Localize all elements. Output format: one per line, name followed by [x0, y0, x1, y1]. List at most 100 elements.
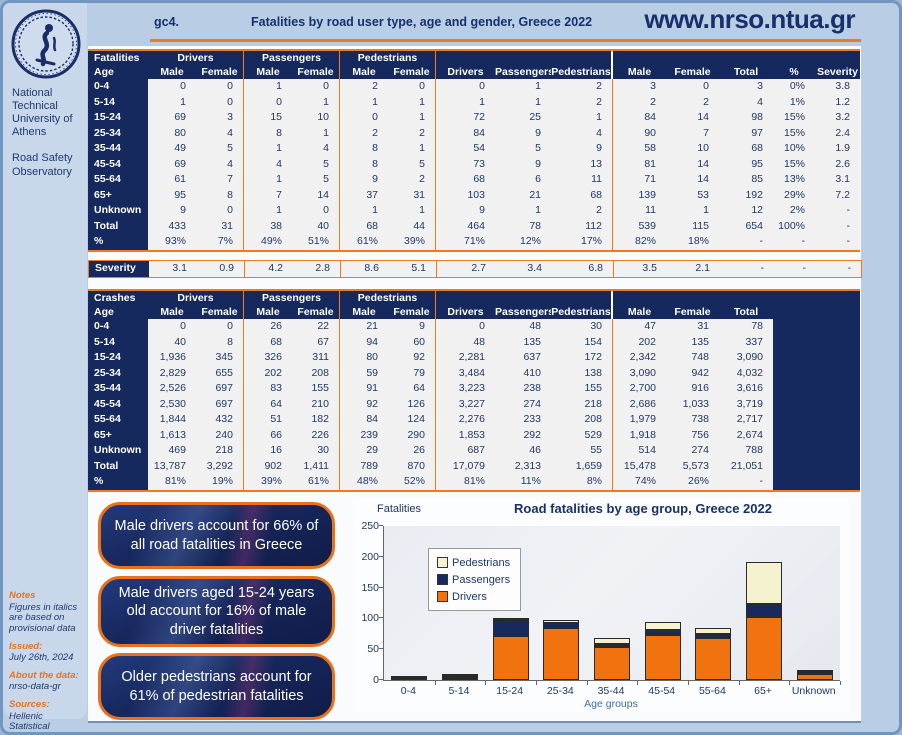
website-link[interactable]: www.nrso.ntua.gr [644, 4, 855, 34]
table-cell: 15 [244, 110, 292, 126]
x-tick-label: 45-54 [648, 685, 676, 697]
x-tick-mark [485, 681, 487, 685]
table-cell: 233 [495, 412, 551, 428]
table-cell: 66 [244, 427, 292, 443]
table-header-cell: Female [666, 305, 719, 319]
table-cell: 1,918 [613, 427, 666, 443]
x-tick-label: 25-34 [546, 685, 574, 697]
table-cell: 7 [196, 172, 244, 188]
table-cell: 2,276 [436, 412, 495, 428]
table-cell: 5 [196, 141, 244, 157]
table-cell: 1,979 [613, 412, 666, 428]
y-tick-label: 50 [367, 643, 379, 656]
table-cell: 326 [244, 350, 292, 366]
table-cell: 18% [666, 234, 719, 250]
table-cell: - [815, 218, 860, 234]
table-cell: 1 [148, 94, 196, 110]
table-cell: 39% [388, 234, 436, 250]
table-cell: 432 [196, 412, 244, 428]
table-cell: 0 [244, 94, 292, 110]
stacked-bar-15-24 [492, 618, 529, 680]
table-header-cell: Age [88, 65, 148, 79]
table-cell: 3 [196, 110, 244, 126]
table-cell: 4 [719, 94, 773, 110]
table-cell: 17,079 [436, 458, 495, 474]
table-cell: 240 [196, 427, 244, 443]
table-cell: 1,936 [148, 350, 196, 366]
table-cell: 9 [495, 125, 551, 141]
table-cell: 94 [340, 334, 388, 350]
y-tick-label: 200 [361, 550, 379, 563]
table-cell: 155 [292, 381, 340, 397]
bar-segment-passengers [796, 672, 833, 675]
table-header-cell [773, 291, 860, 305]
table-header-cell: Male [148, 305, 196, 319]
table-cell: 0 [196, 319, 244, 335]
table-cell: 15,478 [613, 458, 666, 474]
table-cell: 91 [340, 381, 388, 397]
chart-y-axis-title: Fatalities [377, 503, 422, 515]
table-cell: 52% [388, 474, 436, 490]
table-cell: 26 [388, 443, 436, 459]
table-cell: 37 [340, 187, 388, 203]
table-cell: 5 [292, 156, 340, 172]
bar-segment-drivers [593, 646, 630, 680]
table-cell: 469 [148, 443, 196, 459]
table-header-cell: Drivers [148, 51, 244, 65]
page-title: Fatalities by road user type, age and ge… [251, 15, 593, 29]
table-cell: 14 [666, 110, 719, 126]
table-cell [773, 365, 860, 381]
table-cell: 68 [719, 141, 773, 157]
table-cell: 53 [666, 187, 719, 203]
table-cell: - [816, 261, 861, 277]
table-cell: 49 [148, 141, 196, 157]
table-cell: 1% [773, 94, 815, 110]
table-cell: 0 [148, 79, 196, 95]
sources-text: Hellenic Statistical Authority [9, 710, 50, 733]
table-cell: 82% [613, 234, 666, 250]
table-cell: 14 [666, 156, 719, 172]
table-cell: 1 [436, 94, 495, 110]
table-cell: 4 [244, 156, 292, 172]
table-cell: 4 [551, 125, 613, 141]
table-cell: 68 [436, 172, 495, 188]
y-tick-label: 0 [373, 674, 379, 686]
x-tick-mark [840, 681, 841, 685]
table-cell: 11 [613, 203, 666, 219]
stacked-bar-5-14 [441, 674, 478, 680]
y-tick-label: 100 [361, 612, 379, 625]
bar-segment-pedestrians [391, 676, 428, 678]
table-cell: 124 [388, 412, 436, 428]
table-cell: 1,844 [148, 412, 196, 428]
table-cell: 9 [340, 172, 388, 188]
table-cell: 208 [551, 412, 613, 428]
table-cell: 1 [388, 203, 436, 219]
table-cell: 3.4 [496, 261, 552, 277]
table-cell: 1,613 [148, 427, 196, 443]
table-header-cell [436, 51, 613, 65]
table-cell: 8 [196, 187, 244, 203]
table-cell: 17% [551, 234, 613, 250]
table-cell: 1,659 [551, 458, 613, 474]
table-header-cell: Pedestrians [551, 65, 613, 79]
table-cell: 21 [495, 187, 551, 203]
table-cell: 64 [388, 381, 436, 397]
table-cell: 84 [613, 110, 666, 126]
table-cell: 138 [551, 365, 613, 381]
chart-x-axis-labels: 0-4 5-14 15-24 25-34 35-44 45-54 55-64 65+ Unkno… [383, 685, 839, 697]
table-cell [773, 350, 860, 366]
table-cell [773, 443, 860, 459]
x-tick-label: 55-64 [698, 685, 726, 697]
table-cell: 2,674 [719, 427, 773, 443]
table-cell: 73 [436, 156, 495, 172]
table-cell: 311 [292, 350, 340, 366]
table-header-cell: % [773, 65, 815, 79]
table-cell: 9 [436, 203, 495, 219]
table-cell: 202 [613, 334, 666, 350]
stacked-bar-Unknown [796, 670, 833, 680]
bar-slot [435, 526, 486, 680]
table-cell: 84 [340, 412, 388, 428]
table-cell: 21 [340, 319, 388, 335]
severity-row: Severity 3.1 0.9 4.2 2.8 8.6 5.1 2.7 3.4 6.8 3.5 2.… [88, 260, 862, 278]
about-data-link[interactable]: nrso-data-gr [9, 681, 61, 693]
